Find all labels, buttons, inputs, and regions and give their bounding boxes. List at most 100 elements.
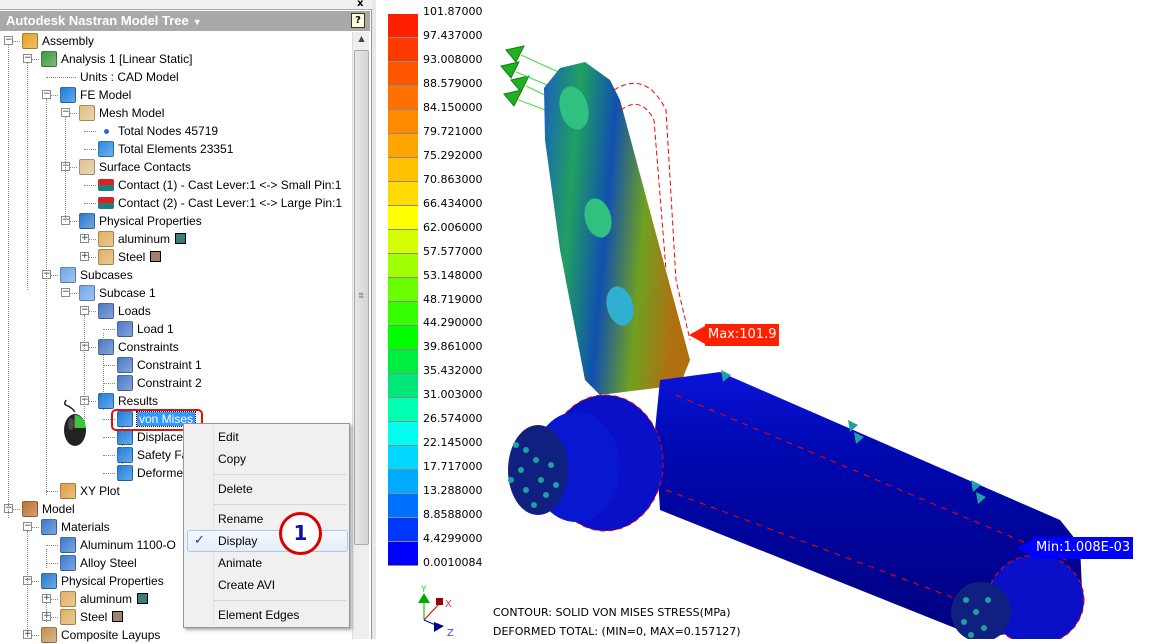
tree-item[interactable]: Load 1 bbox=[137, 320, 174, 338]
tree-item-label: Mesh Model bbox=[99, 106, 165, 120]
tree-item[interactable]: Contact (2) - Cast Lever:1 <-> Large Pin… bbox=[118, 194, 342, 212]
close-panel-button[interactable]: x bbox=[357, 0, 364, 9]
tree-connector bbox=[27, 59, 39, 60]
tree-item[interactable]: Steel bbox=[118, 248, 162, 266]
tree-item[interactable]: Materials bbox=[61, 518, 110, 536]
collapse-toggle-icon[interactable]: − bbox=[61, 107, 70, 117]
tree-item-label: Subcases bbox=[80, 268, 133, 282]
menu-item-display[interactable]: Display bbox=[218, 534, 258, 548]
tree-item[interactable]: aluminum bbox=[80, 590, 149, 608]
tree-item[interactable]: Safety Fa bbox=[137, 446, 188, 464]
tree-item[interactable]: Total Elements 23351 bbox=[118, 140, 233, 158]
menu-item-copy[interactable]: Copy bbox=[218, 452, 247, 466]
tree-item[interactable]: XY Plot bbox=[80, 482, 120, 500]
menu-item-delete[interactable]: Delete bbox=[218, 482, 253, 496]
tree-item-label: Results bbox=[118, 394, 159, 408]
tree-item[interactable]: Deforme bbox=[137, 464, 183, 482]
tree-item[interactable]: Displacem bbox=[137, 428, 193, 446]
tree-item[interactable]: Total Nodes 45719 bbox=[118, 122, 218, 140]
expand-toggle-icon[interactable]: + bbox=[80, 233, 89, 243]
menu-item-animate[interactable]: Animate bbox=[218, 556, 263, 570]
expand-toggle-icon[interactable]: + bbox=[80, 251, 89, 261]
tree-item-label: Alloy Steel bbox=[80, 556, 137, 570]
tree-connector bbox=[84, 239, 96, 240]
legend-value-label: 84.150000 bbox=[423, 100, 483, 114]
tree-item[interactable]: Steel bbox=[80, 608, 124, 626]
contact-icon bbox=[98, 179, 114, 191]
collapse-toggle-icon[interactable]: − bbox=[42, 89, 51, 99]
collapse-toggle-icon[interactable]: − bbox=[23, 521, 32, 531]
panel-title-bar[interactable]: Autodesk Nastran Model Tree ▼ bbox=[0, 11, 370, 31]
tree-item[interactable]: Surface Contacts bbox=[99, 158, 191, 176]
menu-item-highlight bbox=[187, 530, 348, 552]
expand-toggle-icon[interactable]: + bbox=[42, 593, 51, 603]
panel-title: Autodesk Nastran Model Tree bbox=[6, 13, 189, 28]
tree-item-label: Displacem bbox=[137, 430, 194, 444]
collapse-toggle-icon[interactable]: − bbox=[4, 35, 13, 45]
tree-item-label: Constraint 2 bbox=[137, 376, 202, 390]
load-icon bbox=[117, 321, 133, 337]
tree-item-label: Steel bbox=[118, 250, 146, 264]
tree-item[interactable]: Composite Layups bbox=[61, 626, 160, 644]
tree-item[interactable]: aluminum bbox=[118, 230, 187, 248]
legend-color-band bbox=[388, 134, 418, 158]
tree-item[interactable]: Model bbox=[42, 500, 75, 518]
tree-item[interactable]: Subcase 1 bbox=[99, 284, 156, 302]
tree-item[interactable]: Physical Properties bbox=[99, 212, 202, 230]
legend-value-label: 31.003000 bbox=[423, 388, 483, 402]
tree-item-label: Total Nodes 45719 bbox=[118, 124, 219, 138]
undeformed-outline bbox=[613, 82, 691, 341]
tree-item[interactable]: Constraint 2 bbox=[137, 374, 202, 392]
legend-color-band bbox=[388, 518, 418, 542]
collapse-toggle-icon[interactable]: − bbox=[61, 287, 70, 297]
vertical-scrollbar[interactable]: ▲ ═ ═ bbox=[352, 32, 369, 639]
legend-value-label: 62.006000 bbox=[423, 220, 483, 234]
result-icon bbox=[117, 465, 133, 481]
tree-item[interactable]: Physical Properties bbox=[61, 572, 164, 590]
collapse-toggle-icon[interactable]: − bbox=[23, 53, 32, 63]
menu-item-element-edges[interactable]: Element Edges bbox=[218, 608, 300, 622]
menu-item-create-avi[interactable]: Create AVI bbox=[218, 578, 276, 592]
tree-item[interactable]: Constraints bbox=[118, 338, 179, 356]
panel-splitter[interactable] bbox=[372, 0, 376, 639]
legend-value-label: 53.148000 bbox=[423, 268, 483, 282]
graphics-viewport[interactable]: 101.87000 97.437000 93.008000 88.579000 84.1… bbox=[376, 0, 1152, 639]
menu-item-rename[interactable]: Rename bbox=[218, 512, 264, 526]
menu-item-edit[interactable]: Edit bbox=[218, 430, 239, 444]
help-button[interactable]: ? bbox=[351, 13, 365, 28]
tree-connector bbox=[103, 419, 115, 420]
tree-item[interactable]: Analysis 1 [Linear Static] bbox=[61, 50, 192, 68]
tree-item[interactable]: FE Model bbox=[80, 86, 131, 104]
tree-item[interactable]: Subcases bbox=[80, 266, 133, 284]
collapse-toggle-icon[interactable]: − bbox=[80, 305, 89, 315]
tree-item[interactable]: Assembly bbox=[42, 32, 94, 50]
tree-item[interactable]: Mesh Model bbox=[99, 104, 164, 122]
legend-color-band bbox=[388, 302, 418, 326]
tree-item-label: Contact (1) - Cast Lever:1 <-> Small Pin… bbox=[118, 178, 342, 192]
tree-item-label: Analysis 1 [Linear Static] bbox=[61, 52, 193, 66]
constraint-icon bbox=[117, 375, 133, 391]
tree-connector bbox=[103, 473, 115, 474]
tree-item[interactable]: Loads bbox=[118, 302, 151, 320]
legend-value-label: 13.288000 bbox=[423, 484, 483, 498]
tree-item-label: aluminum bbox=[118, 232, 171, 246]
max-label: Max:101.9 bbox=[705, 324, 780, 346]
scroll-up-arrow-icon[interactable]: ▲ bbox=[358, 34, 365, 43]
dropdown-caret-icon[interactable]: ▼ bbox=[192, 17, 202, 27]
tree-item[interactable]: Alloy Steel bbox=[80, 554, 137, 572]
xy-plot-icon bbox=[60, 483, 76, 499]
menu-separator bbox=[214, 504, 346, 505]
tree-item[interactable]: Constraint 1 bbox=[137, 356, 202, 374]
tree-connector bbox=[46, 617, 58, 618]
tree-item[interactable]: Contact (1) - Cast Lever:1 <-> Small Pin… bbox=[118, 176, 341, 194]
tree-item[interactable]: von Mises bbox=[135, 410, 197, 428]
tree-connector bbox=[27, 581, 39, 582]
tree-connector bbox=[103, 329, 115, 330]
tree-item[interactable]: Aluminum 1100-O bbox=[80, 536, 176, 554]
tree-guide-line bbox=[103, 333, 104, 410]
tree-item[interactable]: Results bbox=[118, 392, 158, 410]
tree-item[interactable]: Units : CAD Model bbox=[80, 68, 179, 86]
scrollbar-thumb[interactable]: ═ ═ bbox=[354, 50, 369, 545]
tree-item-label: von Mises bbox=[135, 411, 197, 427]
tree-item-label: XY Plot bbox=[80, 484, 120, 498]
